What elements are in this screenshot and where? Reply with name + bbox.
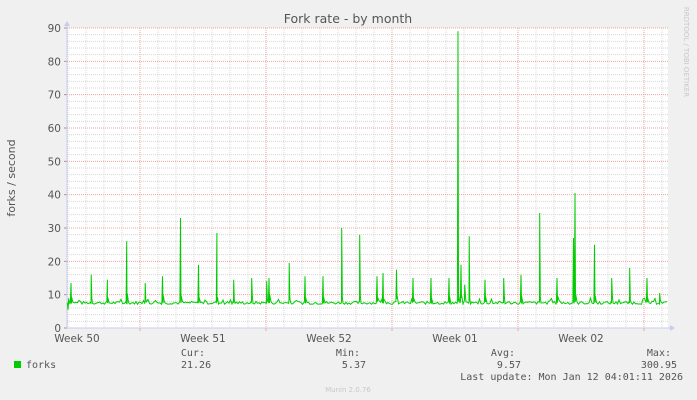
last-update: Last update: Mon Jan 12 04:01:11 2026 — [460, 372, 683, 383]
y-tick-label: 20 — [48, 256, 61, 268]
chart-title: Fork rate - by month — [284, 11, 412, 26]
legend-swatch-forks — [14, 361, 21, 368]
x-tick-label: Week 01 — [432, 333, 477, 345]
series-line-forks — [66, 31, 668, 310]
y-tick-label: 70 — [48, 90, 61, 102]
legend-min-value: 5.37 — [342, 360, 366, 371]
legend-header-min: Min: — [336, 348, 360, 359]
legend-header-avg: Avg: — [491, 348, 515, 359]
y-tick-label: 90 — [48, 23, 61, 35]
x-axis-arrow — [670, 325, 675, 331]
legend-max-value: 300.95 — [641, 360, 677, 371]
x-tick-label: Week 52 — [306, 333, 351, 345]
rrdtool-watermark: RRDTOOL / TOBI OETIKER — [682, 7, 690, 97]
legend-series-name: forks — [26, 360, 56, 371]
y-axis-arrow — [64, 21, 70, 26]
y-tick-label: 40 — [48, 190, 61, 202]
legend-header-max: Max: — [647, 348, 671, 359]
legend-avg-value: 9.57 — [497, 360, 521, 371]
y-axis-label: forks / second — [5, 139, 18, 216]
y-tick-label: 80 — [48, 56, 61, 68]
y-tick-label: 0 — [54, 323, 61, 335]
plot-area — [67, 28, 668, 328]
x-tick-label: Week 51 — [180, 333, 225, 345]
y-tick-label: 60 — [48, 123, 61, 135]
legend-header-cur: Cur: — [181, 348, 205, 359]
x-tick-label: Week 02 — [558, 333, 603, 345]
munin-version: Munin 2.0.76 — [325, 386, 371, 394]
x-tick-label: Week 50 — [54, 333, 99, 345]
y-tick-label: 10 — [48, 290, 61, 302]
y-tick-label: 30 — [48, 223, 61, 235]
legend-cur-value: 21.26 — [181, 360, 211, 371]
y-tick-label: 50 — [48, 156, 61, 168]
